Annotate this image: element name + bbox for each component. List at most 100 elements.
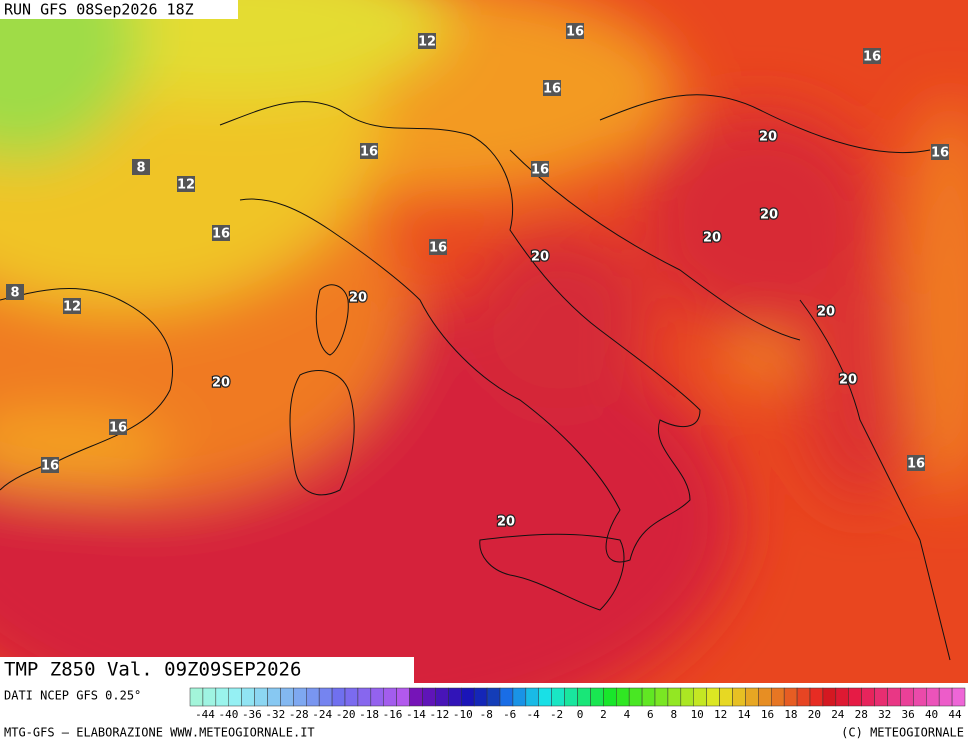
- contour-label: 20: [817, 305, 835, 320]
- colorbar-swatch: [693, 687, 707, 707]
- colorbar-label: -18: [359, 708, 379, 721]
- colorbar-swatch: [409, 687, 423, 707]
- colorbar-swatch: [732, 687, 746, 707]
- footer-right: (C) METEOGIORNALE: [841, 726, 964, 740]
- colorbar-swatch: [913, 687, 927, 707]
- contour-label: 12: [177, 178, 195, 193]
- colorbar-label: -10: [453, 708, 473, 721]
- colorbar-label: 8: [670, 708, 677, 721]
- colorbar-swatch: [486, 687, 501, 707]
- colorbar-swatch: [357, 687, 372, 707]
- data-source: DATI NCEP GFS 0.25°: [4, 689, 141, 703]
- colorbar-label: 12: [714, 708, 727, 721]
- colorbar-label: 4: [624, 708, 631, 721]
- colorbar-swatch: [577, 687, 591, 707]
- colorbar-swatch: [616, 687, 630, 707]
- colorbar-label: -8: [480, 708, 493, 721]
- colorbar-swatch: [564, 687, 578, 707]
- colorbar-swatch: [822, 687, 837, 707]
- colorbar-label: -24: [312, 708, 332, 721]
- contour-label-box: [6, 284, 24, 300]
- colorbar-label: 40: [925, 708, 938, 721]
- contour-label-box: [177, 176, 195, 192]
- colorbar-swatch: [951, 687, 966, 707]
- legend-title: TMP Z850 Val. 09Z09SEP2026: [4, 659, 301, 681]
- colorbar-swatch: [383, 687, 397, 707]
- colorbar-label: -4: [527, 708, 541, 721]
- colorbar-swatch: [926, 687, 940, 707]
- colorbar: -44 -40 -36 -32 -28 -24 -20 -18 -16 -14 -12 -10 -8 -6…: [189, 687, 966, 721]
- contour-label-box: [863, 48, 881, 64]
- contour-label: 12: [418, 35, 436, 50]
- colorbar-label: 0: [577, 708, 584, 721]
- colorbar-label: -2: [550, 708, 563, 721]
- colorbar-swatch: [435, 687, 449, 707]
- colorbar-label: -32: [265, 708, 285, 721]
- colorbar-swatch: [706, 687, 720, 707]
- contour-label: 16: [360, 145, 378, 160]
- colorbar-swatch: [887, 687, 901, 707]
- colorbar-swatch: [590, 687, 604, 707]
- colorbar-label: -20: [336, 708, 356, 721]
- contour-label: 16: [907, 457, 925, 472]
- colorbar-label: 28: [855, 708, 868, 721]
- colorbar-label: -40: [219, 708, 239, 721]
- colorbar-swatch: [654, 687, 669, 707]
- colorbar-swatch: [848, 687, 862, 707]
- colorbar-swatch: [538, 687, 552, 707]
- colorbar-swatch: [783, 687, 798, 707]
- colorbar-swatch: [628, 687, 643, 707]
- contour-label: 16: [543, 82, 561, 97]
- colorbar-swatch: [719, 687, 733, 707]
- colorbar-label: 32: [878, 708, 891, 721]
- colorbar-label: 6: [647, 708, 654, 721]
- colorbar-swatch: [215, 687, 229, 707]
- contour-label: 20: [760, 208, 778, 223]
- contour-label: 20: [703, 231, 721, 246]
- colorbar-swatch: [900, 687, 914, 707]
- colorbar-swatch: [396, 687, 410, 707]
- contour-label: 12: [63, 300, 81, 315]
- contour-label: 16: [566, 25, 584, 40]
- colorbar-swatch: [667, 687, 682, 707]
- colorbar-swatch: [331, 687, 346, 707]
- contour-label: 16: [212, 227, 230, 242]
- contour-label: 16: [863, 50, 881, 65]
- contour-label: 8: [136, 161, 145, 176]
- contour-label: 20: [349, 291, 367, 306]
- contour-label-box: [907, 455, 925, 471]
- colorbar-swatch: [835, 687, 849, 707]
- contour-labels: 12 16 16 16 20 16 16 8 12 16 20 20 16 16 20 20 8 12 20 20 20…: [6, 23, 949, 531]
- contour-label: 20: [839, 373, 857, 388]
- colorbar-swatch: [745, 687, 759, 707]
- contour-label: 16: [531, 163, 549, 178]
- contour-label-box: [418, 33, 436, 49]
- colorbar-label: 16: [761, 708, 774, 721]
- header-box: [0, 0, 238, 19]
- contour-label: 20: [759, 130, 777, 145]
- colorbar-swatch: [318, 687, 333, 707]
- colorbar-swatch: [202, 687, 217, 707]
- colorbar-swatch: [796, 687, 811, 707]
- contour-label-box: [360, 143, 378, 159]
- colorbar-swatch: [344, 687, 359, 707]
- colorbar-swatch: [771, 687, 785, 707]
- colorbar-swatch: [758, 687, 772, 707]
- colorbar-swatch: [280, 687, 294, 707]
- colorbar-swatch: [461, 687, 475, 707]
- colorbar-swatch: [874, 687, 888, 707]
- colorbar-swatch: [189, 687, 204, 707]
- contour-label: 16: [429, 241, 447, 256]
- colorbar-swatch: [499, 687, 514, 707]
- colorbar-label: 2: [600, 708, 607, 721]
- colorbar-swatch: [680, 687, 694, 707]
- contour-label-box: [63, 298, 81, 314]
- colorbar-label: -44: [195, 708, 215, 721]
- colorbar-swatch: [448, 687, 462, 707]
- contour-label: 16: [109, 421, 127, 436]
- contour-label-box: [429, 239, 447, 255]
- contour-label-box: [543, 80, 561, 96]
- contour-label-box: [132, 159, 150, 175]
- colorbar-label: -14: [406, 708, 426, 721]
